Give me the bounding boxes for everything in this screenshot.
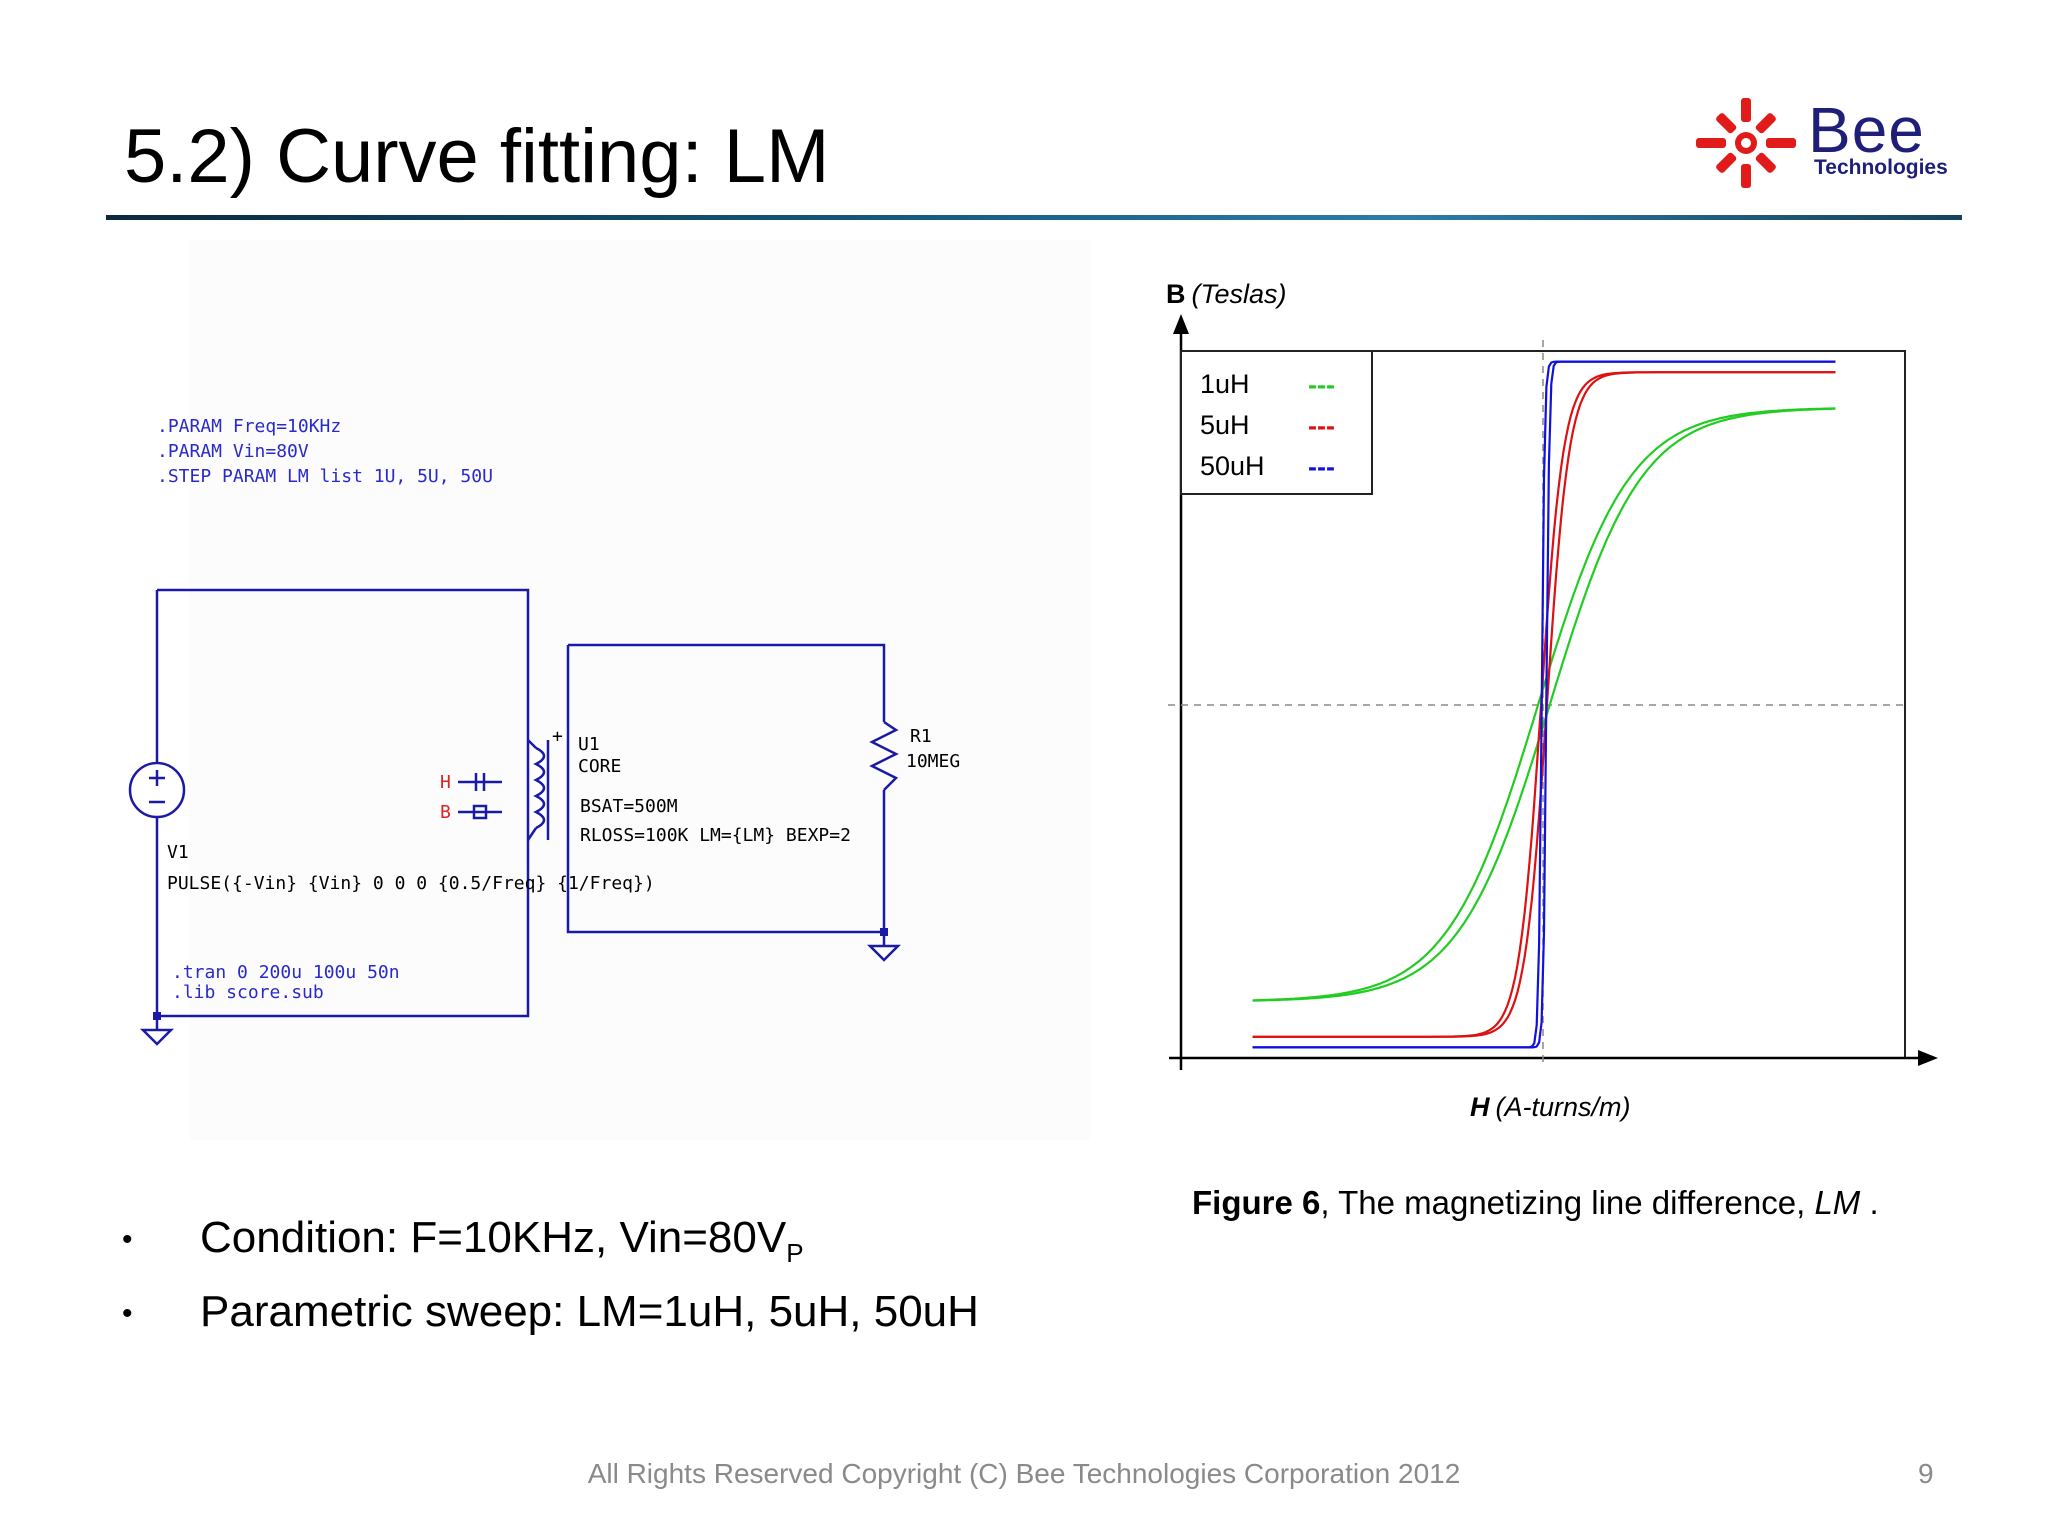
sim-command-2: .lib score.sub bbox=[172, 982, 324, 1003]
legend-marker-50uh: --- bbox=[1308, 452, 1335, 482]
bee-logo-mark-icon bbox=[1696, 98, 1796, 188]
core-name: U1 bbox=[578, 734, 600, 755]
page-number: 9 bbox=[1918, 1458, 1934, 1489]
core-type: CORE bbox=[578, 756, 621, 777]
curve-50uh-descending bbox=[1252, 360, 1836, 1049]
legend-label-1uh: 1uH bbox=[1200, 369, 1250, 399]
source-name: V1 bbox=[167, 842, 189, 863]
resistor-name: R1 bbox=[910, 726, 932, 747]
sim-command-1: .tran 0 200u 100u 50n bbox=[172, 962, 400, 983]
param-line-1: .PARAM Freq=10KHz bbox=[157, 416, 341, 437]
x-axis-arrow-icon bbox=[1918, 1050, 1938, 1066]
y-axis-label: B (Teslas) bbox=[1166, 279, 1287, 309]
page-title: 5.2) Curve fitting: LM bbox=[124, 114, 830, 199]
wire-right-top bbox=[568, 643, 886, 722]
series-curves bbox=[1252, 360, 1836, 1049]
logo-wordmark: Bee bbox=[1808, 94, 1925, 166]
title-underline bbox=[106, 215, 1962, 220]
curve-5uh-descending bbox=[1252, 371, 1836, 1038]
source-value: PULSE({-Vin} {Vin} 0 0 0 {0.5/Freq} {1/F… bbox=[167, 873, 655, 894]
schematic-background bbox=[190, 240, 1090, 1140]
resistor-value: 10MEG bbox=[906, 751, 960, 772]
legend-marker-1uh: --- bbox=[1308, 370, 1335, 400]
curve-1uh-descending bbox=[1252, 407, 1836, 1002]
x-axis-label: H (A-turns/m) bbox=[1470, 1092, 1631, 1122]
core-param-2: RLOSS=100K LM={LM} BEXP=2 bbox=[580, 825, 851, 846]
dot-plus-label: + bbox=[552, 726, 563, 747]
wire-right-bottom bbox=[566, 645, 886, 934]
coil-icon bbox=[533, 746, 546, 830]
copyright-footer: All Rights Reserved Copyright (C) Bee Te… bbox=[587, 1458, 1461, 1489]
legend-box bbox=[1180, 350, 1373, 495]
bullet-sweep: • Parametric sweep: LM=1uH, 5uH, 50uH bbox=[122, 1287, 979, 1336]
resistor-icon bbox=[869, 720, 899, 791]
logo-subtitle: Technologies bbox=[1814, 156, 1948, 179]
param-line-2: .PARAM Vin=80V bbox=[157, 441, 309, 462]
wire-left-loop bbox=[155, 588, 530, 1018]
probe-h-label: H bbox=[440, 772, 451, 793]
param-line-3: .STEP PARAM LM list 1U, 5U, 50U bbox=[157, 466, 493, 487]
legend-label-50uh: 50uH bbox=[1200, 451, 1265, 481]
curve-1uh-ascending bbox=[1252, 407, 1836, 1002]
voltage-source-icon bbox=[128, 761, 186, 819]
legend-label-5uh: 5uH bbox=[1200, 410, 1250, 440]
y-axis-arrow-icon bbox=[1173, 314, 1189, 334]
figure-caption: Figure 6, The magnetizing line differenc… bbox=[1192, 1184, 1879, 1221]
probe-b-label: B bbox=[440, 802, 451, 823]
legend-marker-5uh: --- bbox=[1308, 411, 1335, 441]
bullet-condition: • Condition: F=10KHz, Vin=80VP bbox=[122, 1213, 804, 1268]
core-param-1: BSAT=500M bbox=[580, 796, 678, 817]
